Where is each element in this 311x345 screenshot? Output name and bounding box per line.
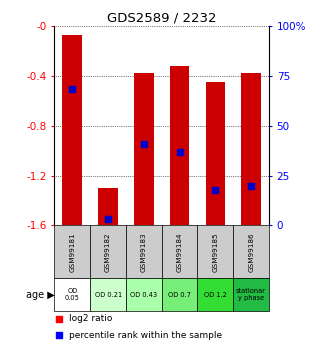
Bar — [54, 225, 90, 278]
Bar — [63, 34, 82, 225]
Text: GSM99182: GSM99182 — [105, 232, 111, 272]
Point — [177, 149, 182, 154]
Text: GSM99181: GSM99181 — [69, 232, 75, 272]
Bar — [162, 225, 197, 278]
Bar — [98, 188, 118, 225]
Bar — [170, 66, 189, 225]
Point — [70, 86, 75, 91]
Bar — [134, 73, 154, 225]
Bar — [197, 278, 233, 311]
Bar — [197, 225, 233, 278]
Text: GSM99184: GSM99184 — [177, 232, 183, 272]
Point — [56, 333, 61, 338]
Bar — [162, 278, 197, 311]
Text: OD 0.21: OD 0.21 — [95, 292, 122, 298]
Bar — [241, 73, 261, 225]
Text: OD
0.05: OD 0.05 — [65, 288, 80, 301]
Text: age ▶: age ▶ — [26, 290, 54, 300]
Text: GSM99183: GSM99183 — [141, 232, 147, 272]
Point — [56, 316, 61, 322]
Point — [213, 187, 218, 192]
Text: GSM99185: GSM99185 — [212, 232, 218, 272]
Point — [248, 183, 253, 188]
Bar — [126, 278, 162, 311]
Text: percentile rank within the sample: percentile rank within the sample — [69, 331, 223, 340]
Bar — [90, 225, 126, 278]
Bar — [206, 82, 225, 225]
Point — [141, 141, 146, 146]
Point — [105, 217, 111, 222]
Text: stationar
y phase: stationar y phase — [236, 288, 266, 301]
Bar — [126, 225, 162, 278]
Text: OD 0.7: OD 0.7 — [168, 292, 191, 298]
Text: OD 0.43: OD 0.43 — [130, 292, 157, 298]
Bar — [233, 225, 269, 278]
Bar — [233, 278, 269, 311]
Bar — [90, 278, 126, 311]
Text: OD 1.2: OD 1.2 — [204, 292, 227, 298]
Text: GSM99186: GSM99186 — [248, 232, 254, 272]
Bar — [54, 278, 90, 311]
Text: log2 ratio: log2 ratio — [69, 314, 113, 324]
Title: GDS2589 / 2232: GDS2589 / 2232 — [107, 12, 216, 25]
